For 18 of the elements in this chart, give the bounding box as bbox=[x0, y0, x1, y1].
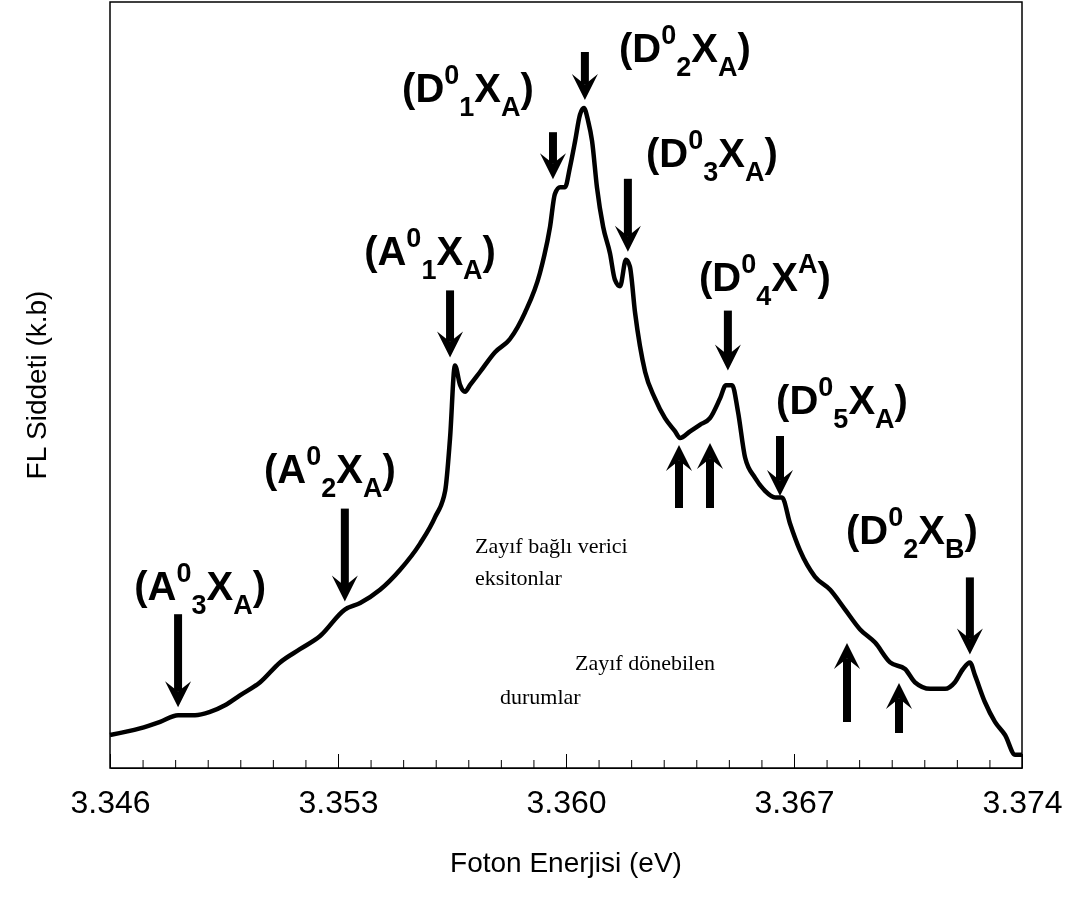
annotation: (D$^{0}$$_{4}$X$^{A}$) bbox=[698, 248, 831, 311]
y-axis-title: FL Siddeti (k.b) bbox=[21, 290, 52, 480]
annotation: (D$^{0}$$_{3}$X$_{A}$) bbox=[645, 124, 778, 187]
annotation: Zayıf bağlı verici eksitonlar bbox=[475, 533, 628, 590]
x-tick-label: 3.346 bbox=[70, 783, 151, 820]
annotation: (D$^{0}$$_{5}$X$_{A}$) bbox=[776, 372, 908, 434]
x-tick-label: 3.367 bbox=[754, 783, 835, 820]
x-tick-label: 3.353 bbox=[298, 783, 379, 820]
annotation: (A$^{0}$$_{3}$X$_{A}$) bbox=[134, 558, 266, 621]
annotation: (A$^{0}$$_{2}$X$_{A}$) bbox=[263, 440, 396, 503]
annotation: Zayıf dönebilen durumlar bbox=[500, 650, 715, 709]
annotation: (D$^{0}$$_{2}$X$_{B}$) bbox=[845, 502, 978, 565]
annotation: (D$^{0}$$_{1}$X$_{A}$) bbox=[402, 60, 534, 123]
annotation: (A$^{0}$$_{1}$X$_{A}$) bbox=[364, 223, 496, 286]
x-tick-label: 3.360 bbox=[526, 783, 607, 820]
x-tick-label: 3.374 bbox=[982, 783, 1063, 820]
annotation: (D$^{0}$$_{2}$X$_{A}$) bbox=[618, 20, 751, 82]
x-axis-title: Foton Enerjisi (eV) bbox=[450, 847, 682, 878]
